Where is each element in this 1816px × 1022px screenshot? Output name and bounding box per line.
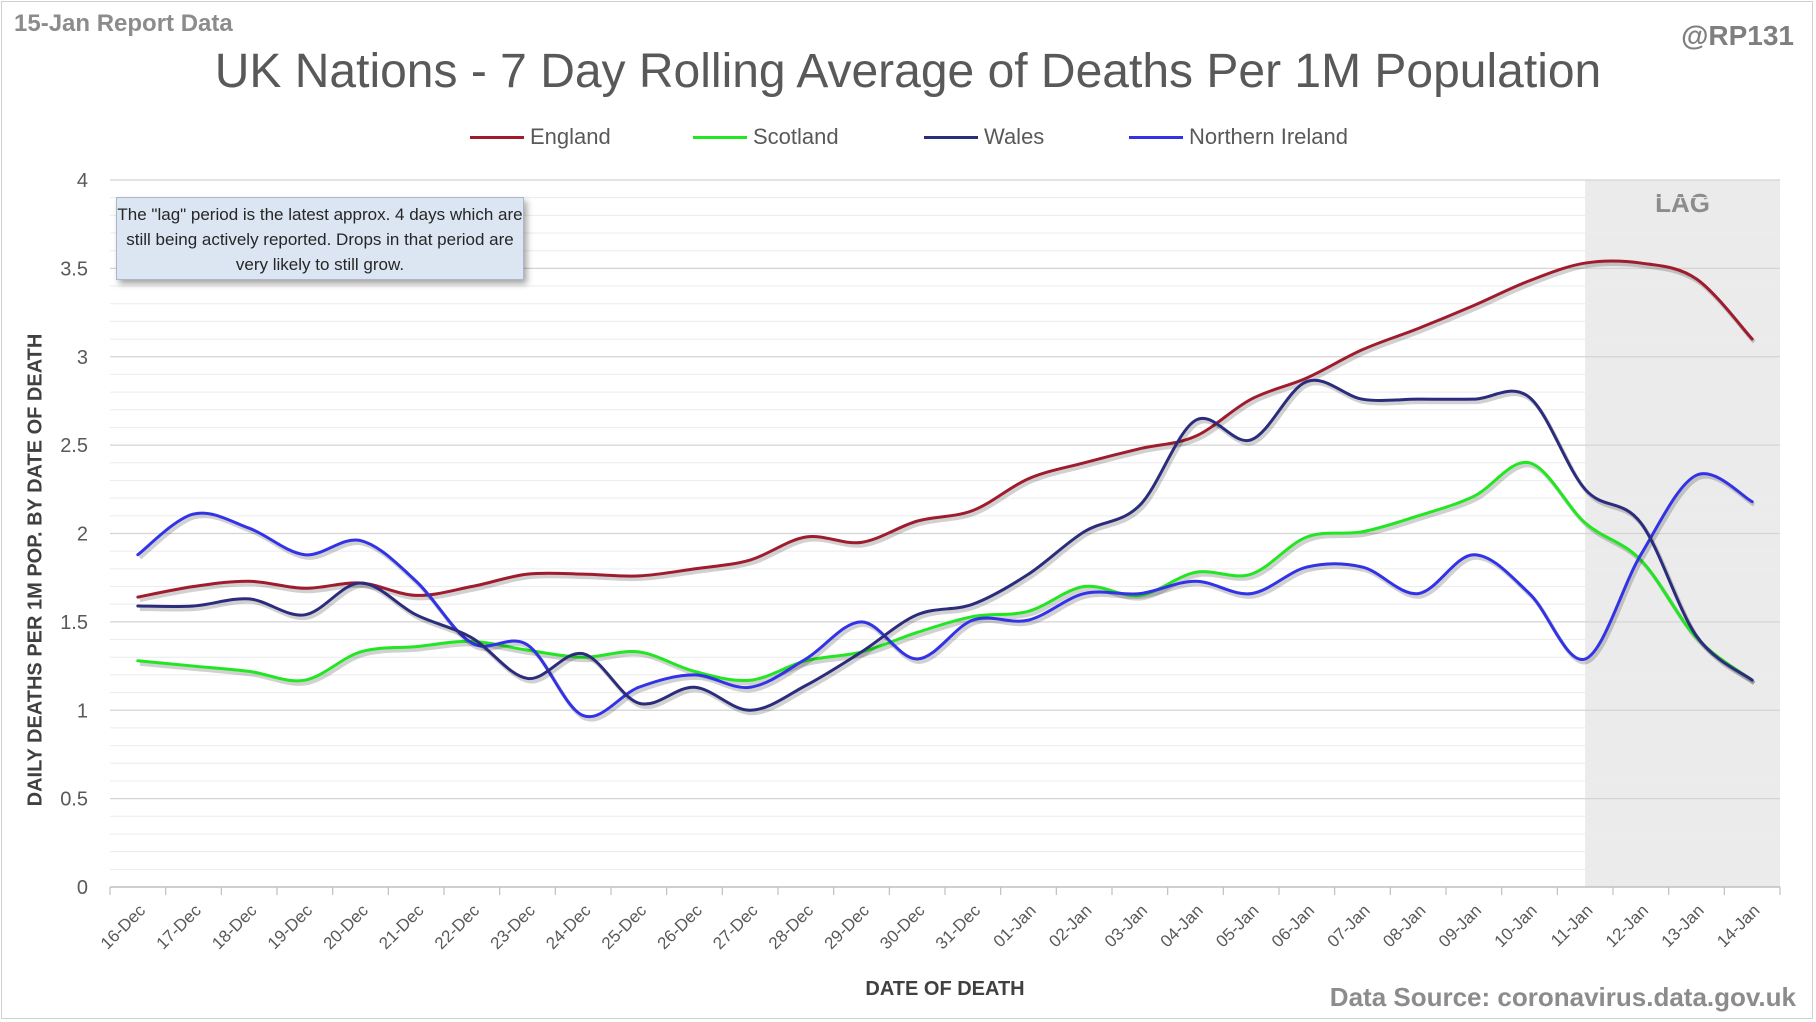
series-shadow-england [139, 261, 1756, 603]
series-line-northern-ireland [136, 472, 1754, 719]
x-tick-label: 01-Jan [990, 901, 1040, 951]
x-tick-label: 12-Jan [1602, 901, 1652, 951]
x-tick-label: 21-Dec [375, 901, 428, 954]
y-tick-label: 3 [77, 347, 88, 369]
x-tick-label: 17-Dec [153, 901, 206, 954]
x-tick-label: 23-Dec [487, 901, 540, 954]
x-axis-label: DATE OF DEATH [865, 978, 1025, 1000]
author-handle: @RP131 [1681, 20, 1794, 51]
x-tick-label: 07-Jan [1324, 901, 1374, 951]
y-tick-label: 2 [77, 524, 88, 546]
x-tick-label: 28-Dec [765, 901, 818, 954]
y-tick-label: 1 [77, 700, 88, 722]
series-line-wales [136, 378, 1754, 712]
x-tick-label: 18-Dec [208, 901, 261, 954]
x-tick-label: 20-Dec [320, 901, 373, 954]
x-tick-label: 02-Jan [1045, 901, 1095, 951]
series-shadow-wales [139, 381, 1756, 716]
legend-label-northern-ireland: Northern Ireland [1189, 124, 1348, 149]
legend: England Scotland Wales Northern Ireland [0, 124, 1816, 154]
x-tick-label: 04-Jan [1157, 901, 1207, 951]
legend-label-england: England [530, 124, 611, 149]
x-tick-label: 29-Dec [821, 901, 874, 954]
x-tick-label: 06-Jan [1268, 901, 1318, 951]
y-tick-label: 1.5 [60, 612, 88, 634]
legend-item-england: England [470, 124, 611, 150]
legend-swatch-england [470, 135, 524, 139]
report-date-label: 15-Jan Report Data [14, 10, 233, 37]
x-tick-label: 22-Dec [431, 901, 484, 954]
x-tick-label: 16-Dec [97, 901, 150, 954]
x-tick-label: 14-Jan [1713, 901, 1763, 951]
series-shadow-northern-ireland [138, 474, 1756, 722]
data-source-label: Data Source: coronavirus.data.gov.uk [1329, 982, 1796, 1012]
legend-item-northern-ireland: Northern Ireland [1129, 124, 1348, 150]
x-tick-label: 31-Dec [932, 901, 985, 954]
lag-label: LAG [1655, 188, 1710, 218]
legend-swatch-northern-ireland [1129, 135, 1183, 139]
y-tick-label: 0 [77, 877, 88, 899]
x-tick-label: 26-Dec [654, 901, 707, 954]
legend-swatch-wales [924, 135, 978, 139]
x-tick-label: 24-Dec [542, 901, 595, 954]
x-tick-label: 08-Jan [1379, 901, 1429, 951]
y-tick-label: 2.5 [60, 435, 88, 457]
y-tick-label: 4 [77, 170, 88, 192]
y-axis-label: DAILY DEATHS PER 1M POP. BY DATE OF DEAT… [24, 333, 47, 807]
legend-item-wales: Wales [924, 124, 1044, 150]
x-tick-label: 11-Jan [1547, 901, 1596, 950]
x-tick-label: 30-Dec [876, 901, 929, 954]
x-tick-label: 10-Jan [1491, 901, 1541, 951]
x-tick-label: 19-Dec [264, 901, 317, 954]
y-tick-label: 0.5 [60, 789, 88, 811]
y-tick-label: 3.5 [60, 258, 88, 280]
series-line-england [136, 259, 1754, 599]
x-tick-label: 13-Jan [1658, 901, 1708, 951]
chart-title: UK Nations - 7 Day Rolling Average of De… [214, 45, 1602, 98]
legend-label-scotland: Scotland [753, 124, 839, 149]
legend-label-wales: Wales [984, 124, 1045, 149]
series-line-scotland [136, 460, 1754, 683]
x-tick-label: 27-Dec [709, 901, 762, 954]
x-tick-label: 25-Dec [598, 901, 651, 954]
x-tick-label: 09-Jan [1435, 901, 1485, 951]
x-tick-label: 03-Jan [1101, 901, 1151, 951]
x-tick-label: 05-Jan [1212, 901, 1262, 951]
legend-item-scotland: Scotland [693, 124, 839, 150]
legend-swatch-scotland [693, 135, 747, 139]
lag-note-box: The "lag" period is the latest approx. 4… [116, 197, 524, 280]
